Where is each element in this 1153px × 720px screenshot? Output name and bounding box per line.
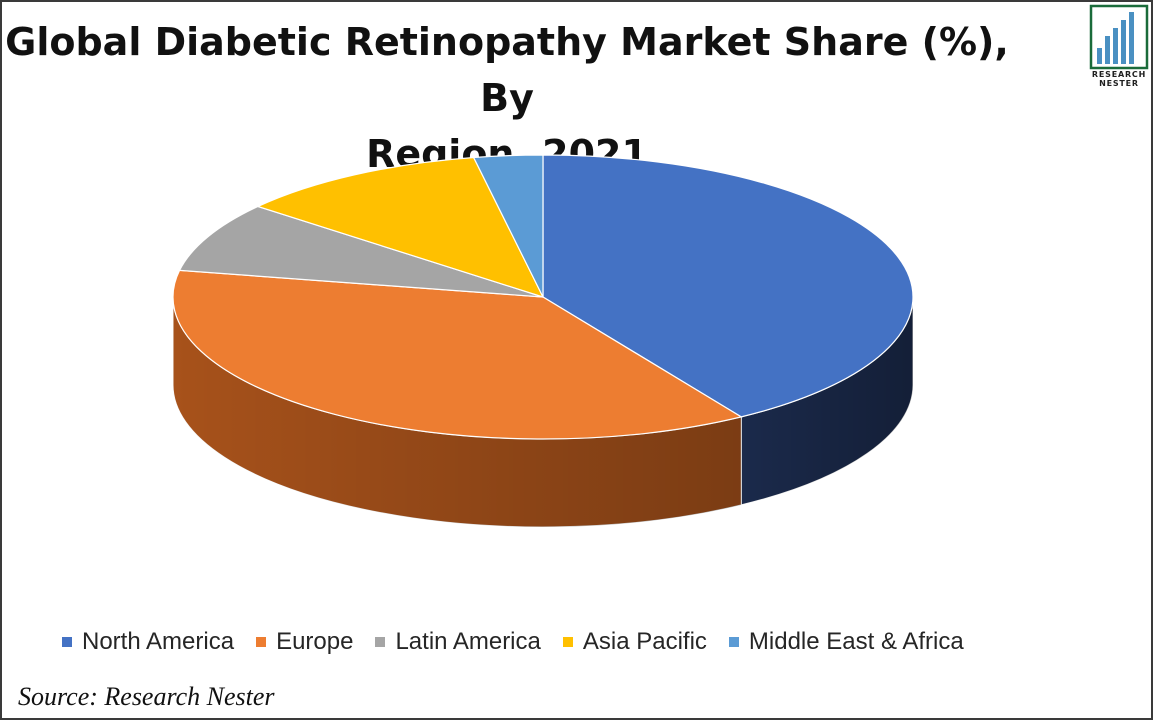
bar-chart-logo-icon <box>1089 4 1149 70</box>
legend-swatch-middle-east-africa <box>728 637 739 647</box>
pie-chart <box>172 154 914 528</box>
legend-item-north-america[interactable]: North America <box>62 628 234 656</box>
legend-swatch-latin-america <box>375 637 386 647</box>
legend-label-asia-pacific: Asia Pacific <box>582 628 707 655</box>
logo-text-nester: NESTER <box>1099 79 1139 88</box>
pie-slice-latin-america[interactable] <box>178 205 544 298</box>
pie-slice-asia-pacific[interactable] <box>256 156 545 299</box>
chart-title: Global Diabetic Retinopathy Market Share… <box>2 14 1012 182</box>
logo-text-research: RESEARCH <box>1091 70 1147 79</box>
legend-swatch-north-america <box>62 637 72 647</box>
pie-side-shade-europe <box>173 297 742 527</box>
legend-item-europe[interactable]: Europe <box>256 628 353 656</box>
legend-swatch-europe <box>256 637 267 647</box>
legend-item-asia-pacific[interactable]: Asia Pacific <box>562 628 707 656</box>
source-note: Source: Research Nester <box>18 682 275 711</box>
pie-slice-middle-east-africa[interactable] <box>472 154 544 298</box>
legend-label-north-america: North America <box>82 628 235 655</box>
pie-slice-europe[interactable] <box>172 269 743 440</box>
chart-title-line-1: Global Diabetic Retinopathy Market Share… <box>5 20 1009 120</box>
legend-swatch-asia-pacific <box>562 637 573 647</box>
legend-label-latin-america: Latin America <box>395 628 541 655</box>
legend-item-middle-east-africa[interactable]: Middle East & Africa <box>728 628 964 656</box>
chart-legend: North America Europe Latin America Asia Pac… <box>62 624 964 660</box>
research-nester-logo: RESEARCH NESTER <box>1084 4 1151 88</box>
legend-label-europe: Europe <box>276 628 354 655</box>
legend-label-middle-east-africa: Middle East & Africa <box>748 628 964 655</box>
pie-slices <box>172 154 914 440</box>
pie-sides <box>172 296 914 528</box>
pie-slice-north-america[interactable] <box>542 154 914 418</box>
legend-item-latin-america[interactable]: Latin America <box>375 628 541 656</box>
pie-side-shade-north-america <box>741 297 913 505</box>
